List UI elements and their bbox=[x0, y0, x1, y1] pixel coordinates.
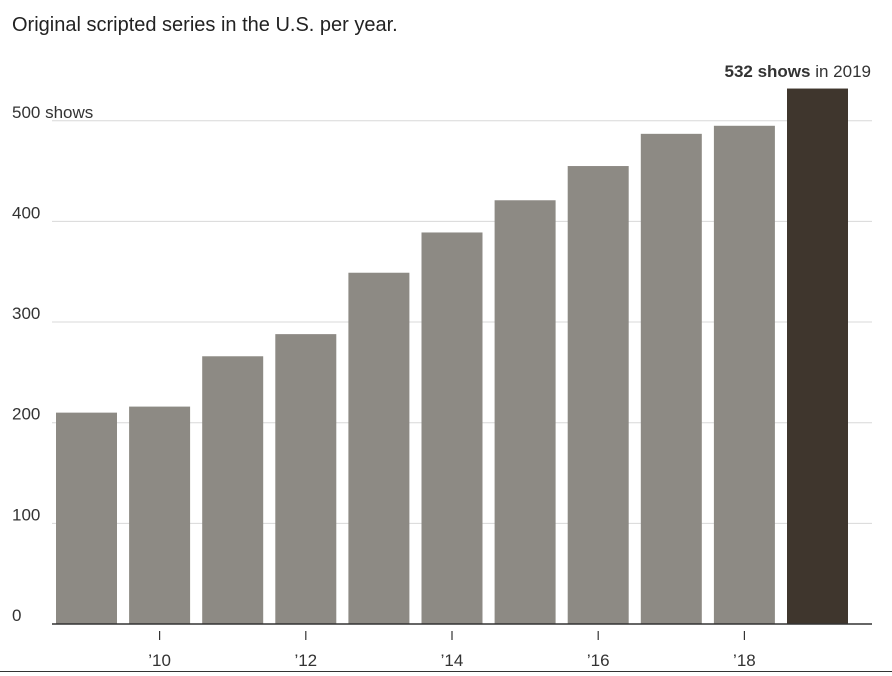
bar bbox=[567, 166, 629, 625]
annotation-bold: 532 shows bbox=[725, 62, 811, 81]
bar-highlight bbox=[787, 88, 848, 625]
bar bbox=[275, 334, 337, 624]
y-tick-label: 100 bbox=[12, 505, 40, 524]
x-tick-label: ’10 bbox=[148, 651, 171, 670]
x-tick-label: ’18 bbox=[733, 651, 756, 670]
chart-title: Original scripted series in the U.S. per… bbox=[12, 14, 398, 36]
bar bbox=[129, 406, 191, 624]
x-tick-label: ’16 bbox=[587, 651, 610, 670]
x-tick-label: ’12 bbox=[294, 651, 317, 670]
x-axis-ticks: ’10 ’12 ’14 ’16 ’18 bbox=[148, 631, 756, 670]
bar bbox=[202, 356, 264, 624]
annotation-rest: in 2019 bbox=[811, 62, 872, 81]
bar bbox=[640, 133, 702, 624]
y-tick-label: 200 bbox=[12, 405, 40, 424]
x-tick-label: ’14 bbox=[441, 651, 464, 670]
y-tick-label: 300 bbox=[12, 304, 40, 323]
bar bbox=[713, 125, 775, 624]
bottom-rule bbox=[0, 671, 892, 672]
bar bbox=[56, 412, 117, 624]
highlight-annotation: 532 shows in 2019 bbox=[725, 62, 872, 81]
y-tick-label: 500 shows bbox=[12, 103, 93, 122]
bar bbox=[421, 232, 483, 624]
bar bbox=[348, 272, 410, 624]
bar bbox=[494, 200, 556, 625]
bars bbox=[56, 88, 848, 625]
y-tick-label: 0 bbox=[12, 606, 21, 625]
y-axis-labels: 0 100 200 300 400 500 shows bbox=[12, 103, 93, 625]
y-tick-label: 400 bbox=[12, 203, 40, 222]
